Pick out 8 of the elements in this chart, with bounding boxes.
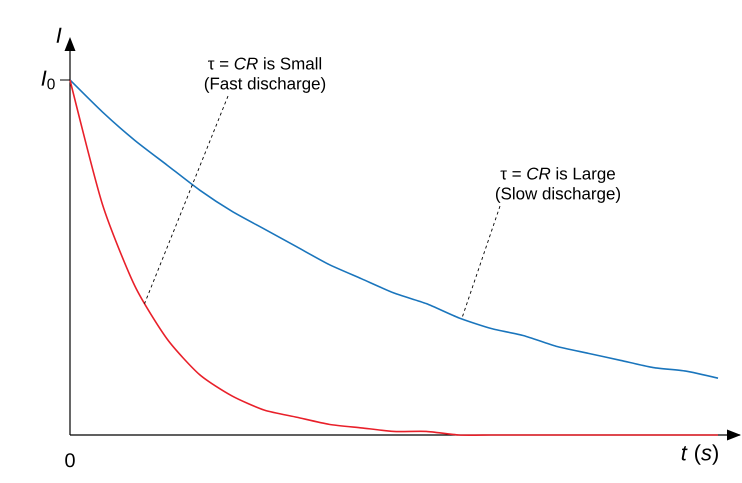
text: I$_{0}$ <box>42 70 55 90</box>
text: 0 <box>65 453 75 468</box>
annotation: (Slow discharge) <box>496 187 620 203</box>
x-axis-title: t (s) <box>682 444 718 465</box>
text: τ = CR is Small <box>208 57 322 70</box>
y-axis-title: I <box>56 28 62 43</box>
annotation: (Fast discharge) <box>204 77 326 93</box>
annotation: τ = CR is Large <box>500 167 615 183</box>
